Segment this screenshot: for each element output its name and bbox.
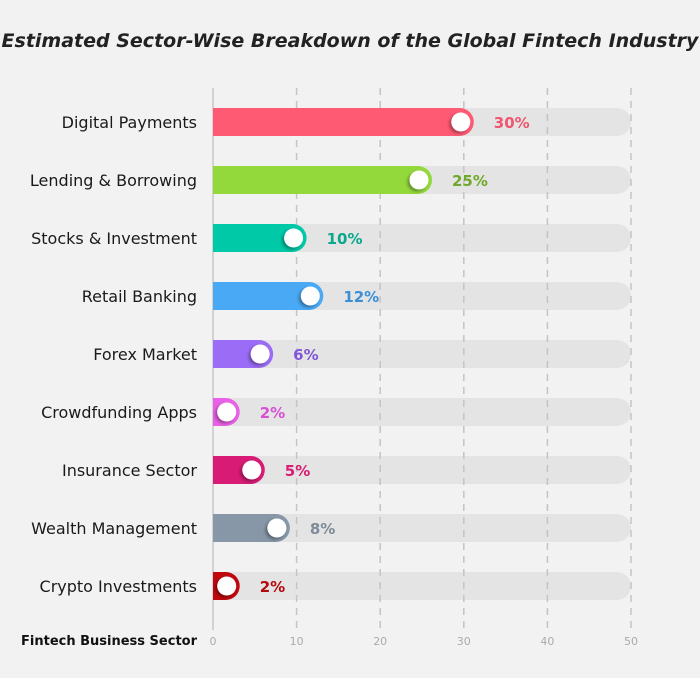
- category-label: Retail Banking: [82, 287, 197, 306]
- x-tick-label: 30: [457, 635, 471, 648]
- bar-track: [213, 456, 631, 484]
- value-label: 10%: [327, 230, 363, 248]
- category-label: Wealth Management: [31, 519, 197, 538]
- x-tick-label: 40: [540, 635, 554, 648]
- category-label: Lending & Borrowing: [30, 171, 197, 190]
- bar-knob: [217, 402, 237, 422]
- x-tick-label: 10: [290, 635, 304, 648]
- category-label: Stocks & Investment: [31, 229, 197, 248]
- bar: [213, 108, 474, 136]
- bar: [213, 166, 432, 194]
- x-tick-label: 20: [373, 635, 387, 648]
- value-label: 8%: [310, 520, 335, 538]
- value-label: 25%: [452, 172, 488, 190]
- category-label: Crypto Investments: [40, 577, 197, 596]
- bar: [213, 224, 307, 252]
- category-label: Insurance Sector: [62, 461, 197, 480]
- bar-knob: [284, 228, 304, 248]
- y-axis-title: Fintech Business Sector: [21, 634, 198, 649]
- value-label: 2%: [260, 578, 285, 596]
- value-label: 12%: [343, 288, 379, 306]
- bar-knob: [451, 112, 471, 132]
- bar-track: [213, 224, 631, 252]
- value-label: 6%: [293, 346, 318, 364]
- bar: [213, 282, 324, 310]
- value-label: 2%: [260, 404, 285, 422]
- x-tick-label: 50: [624, 635, 638, 648]
- bar-track: [213, 398, 631, 426]
- bar-knob: [409, 170, 429, 190]
- chart-title: Estimated Sector-Wise Breakdown of the G…: [1, 30, 699, 52]
- bar-track: [213, 572, 631, 600]
- bar-knob: [217, 576, 237, 596]
- bar-track: [213, 340, 631, 368]
- category-label: Forex Market: [93, 345, 197, 364]
- bar-knob: [300, 286, 320, 306]
- bar-knob: [242, 460, 262, 480]
- value-label: 30%: [494, 114, 530, 132]
- bar-track: [213, 514, 631, 542]
- x-tick-label: 0: [210, 635, 217, 648]
- bar-knob: [267, 518, 287, 538]
- value-label: 5%: [285, 462, 310, 480]
- bar-knob: [250, 344, 270, 364]
- category-label: Digital Payments: [62, 113, 197, 132]
- category-label: Crowdfunding Apps: [41, 403, 197, 422]
